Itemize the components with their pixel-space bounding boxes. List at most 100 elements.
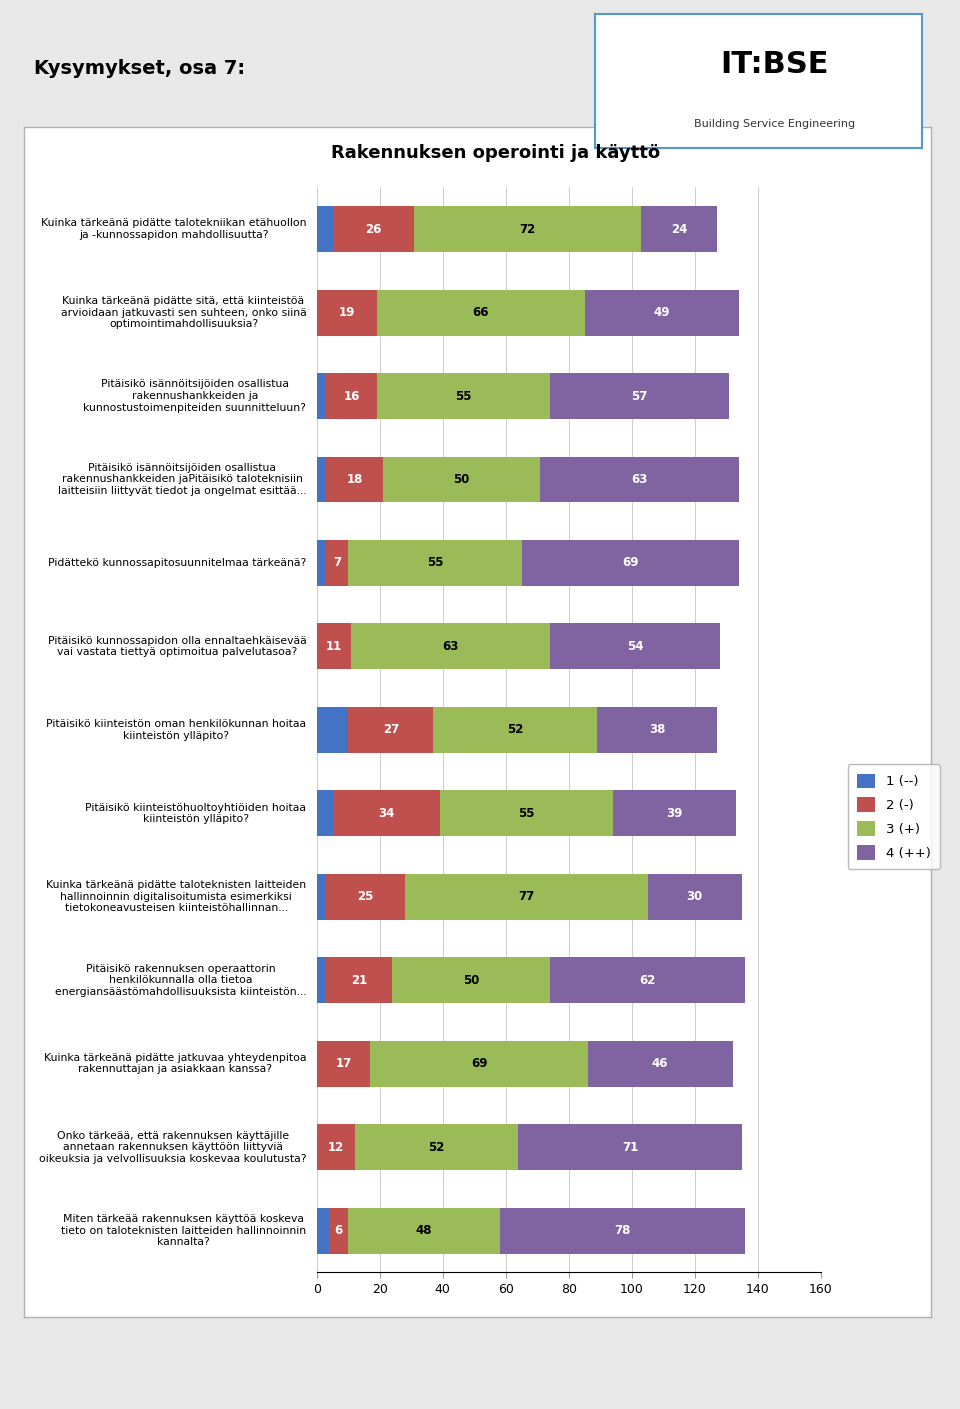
Bar: [440, 790, 612, 837]
Text: 63: 63: [632, 473, 648, 486]
Bar: [317, 957, 326, 1003]
Text: Pitäisikö rakennuksen operaattorin
henkilökunnalla olla tietoa
energiansäästömah: Pitäisikö rakennuksen operaattorin henki…: [55, 964, 306, 996]
Text: 66: 66: [472, 306, 489, 318]
Bar: [521, 540, 739, 586]
Text: 62: 62: [639, 974, 656, 986]
Text: 50: 50: [463, 974, 479, 986]
Bar: [648, 874, 742, 920]
Text: 55: 55: [518, 807, 535, 820]
Text: 54: 54: [627, 640, 643, 652]
Text: Pitäisikö kiinteistöhuoltoyhtiöiden hoitaa
kiinteistön ylläpito?: Pitäisikö kiinteistöhuoltoyhtiöiden hoit…: [85, 803, 306, 824]
Text: Kysymykset, osa 7:: Kysymykset, osa 7:: [34, 59, 245, 77]
Text: 72: 72: [519, 223, 536, 235]
Text: 50: 50: [453, 473, 469, 486]
Bar: [348, 1208, 499, 1254]
Text: Building Service Engineering: Building Service Engineering: [694, 118, 855, 128]
Text: 46: 46: [652, 1057, 668, 1071]
Text: Pitäisikö isännöitsijöiden osallistua
rakennushankkeiden jaPitäisikö taloteknisi: Pitäisikö isännöitsijöiden osallistua ra…: [58, 464, 306, 496]
Bar: [317, 623, 351, 669]
Text: 69: 69: [470, 1057, 488, 1071]
Bar: [550, 957, 745, 1003]
Text: Rakennuksen operointi ja käyttö: Rakennuksen operointi ja käyttö: [331, 144, 660, 162]
Bar: [317, 457, 326, 503]
Bar: [376, 373, 550, 418]
Text: 27: 27: [383, 723, 399, 737]
Bar: [332, 790, 440, 837]
Text: 71: 71: [622, 1141, 638, 1154]
Text: Pitäisikö isännöitsijöiden osallistua
rakennushankkeiden ja
kunnostustoimenpitei: Pitäisikö isännöitsijöiden osallistua ra…: [84, 379, 306, 413]
Bar: [550, 623, 720, 669]
Bar: [326, 874, 405, 920]
Bar: [317, 1208, 329, 1254]
Bar: [433, 707, 597, 752]
Text: 55: 55: [426, 557, 444, 569]
Text: 6: 6: [335, 1224, 343, 1237]
Text: 18: 18: [347, 473, 363, 486]
Text: Kuinka tärkeänä pidätte talotekniikan etähuollon
ja -kunnossapidon mahdollisuutt: Kuinka tärkeänä pidätte talotekniikan et…: [41, 218, 306, 240]
Bar: [351, 623, 550, 669]
Legend: 1 (--), 2 (-), 3 (+), 4 (++): 1 (--), 2 (-), 3 (+), 4 (++): [848, 764, 940, 869]
Bar: [415, 206, 641, 252]
Bar: [326, 957, 393, 1003]
Bar: [332, 206, 415, 252]
Bar: [588, 1041, 732, 1086]
Text: 16: 16: [344, 389, 360, 403]
Text: 57: 57: [632, 389, 648, 403]
Bar: [518, 1124, 742, 1169]
Text: Onko tärkeää, että rakennuksen käyttäjille
annetaan rakennuksen käyttöön liittyv: Onko tärkeää, että rakennuksen käyttäjil…: [38, 1130, 306, 1164]
Bar: [326, 457, 383, 503]
Text: Kuinka tärkeänä pidätte sitä, että kiinteistöä
arvioidaan jatkuvasti sen suhteen: Kuinka tärkeänä pidätte sitä, että kiint…: [60, 296, 306, 330]
Text: 77: 77: [518, 890, 535, 903]
Text: 7: 7: [333, 557, 342, 569]
Bar: [405, 874, 648, 920]
Text: 25: 25: [357, 890, 373, 903]
Text: 55: 55: [455, 389, 471, 403]
Text: 26: 26: [366, 223, 382, 235]
Text: 49: 49: [654, 306, 670, 318]
Bar: [371, 1041, 588, 1086]
Bar: [348, 707, 433, 752]
Bar: [393, 957, 550, 1003]
Bar: [383, 457, 540, 503]
Text: 78: 78: [614, 1224, 631, 1237]
Text: 69: 69: [622, 557, 638, 569]
Text: 21: 21: [351, 974, 368, 986]
Bar: [550, 373, 730, 418]
Bar: [354, 1124, 518, 1169]
Bar: [326, 373, 376, 418]
Bar: [317, 1124, 354, 1169]
Text: 24: 24: [671, 223, 687, 235]
Bar: [317, 1041, 371, 1086]
Text: Pidättekö kunnossapitosuunnitelmaa tärkeänä?: Pidättekö kunnossapitosuunnitelmaa tärke…: [48, 558, 306, 568]
Bar: [326, 540, 348, 586]
Bar: [317, 540, 326, 586]
Bar: [376, 290, 585, 335]
Bar: [317, 290, 376, 335]
Text: 52: 52: [507, 723, 523, 737]
Text: 19: 19: [339, 306, 355, 318]
Text: 52: 52: [428, 1141, 444, 1154]
Text: 38: 38: [649, 723, 665, 737]
Bar: [597, 707, 717, 752]
Bar: [499, 1208, 745, 1254]
Text: Kuinka tärkeänä pidätte jatkuvaa yhteydenpitoa
rakennuttajan ja asiakkaan kanssa: Kuinka tärkeänä pidätte jatkuvaa yhteyde…: [44, 1053, 306, 1075]
Text: 34: 34: [378, 807, 395, 820]
Text: IT:BSE: IT:BSE: [720, 51, 829, 79]
Text: Pitäisikö kunnossapidon olla ennaltaehkäisevää
vai vastata tiettyä optimoitua pa: Pitäisikö kunnossapidon olla ennaltaehkä…: [48, 635, 306, 657]
Text: 39: 39: [666, 807, 683, 820]
Bar: [540, 457, 739, 503]
Text: Pitäisikö kiinteistön oman henkilökunnan hoitaa
kiinteistön ylläpito?: Pitäisikö kiinteistön oman henkilökunnan…: [46, 719, 306, 741]
Text: 48: 48: [416, 1224, 432, 1237]
Text: 63: 63: [443, 640, 459, 652]
Bar: [612, 790, 735, 837]
Bar: [317, 373, 326, 418]
Text: 11: 11: [326, 640, 343, 652]
Text: Kuinka tärkeänä pidätte taloteknisten laitteiden
hallinnoinnin digitalisoitumist: Kuinka tärkeänä pidätte taloteknisten la…: [46, 881, 306, 913]
Bar: [641, 206, 717, 252]
Bar: [317, 790, 332, 837]
Bar: [348, 540, 521, 586]
Text: 30: 30: [686, 890, 703, 903]
Text: 17: 17: [335, 1057, 351, 1071]
Text: Miten tärkeää rakennuksen käyttöä koskeva
tieto on taloteknisten laitteiden hall: Miten tärkeää rakennuksen käyttöä koskev…: [61, 1215, 306, 1247]
Bar: [317, 707, 348, 752]
